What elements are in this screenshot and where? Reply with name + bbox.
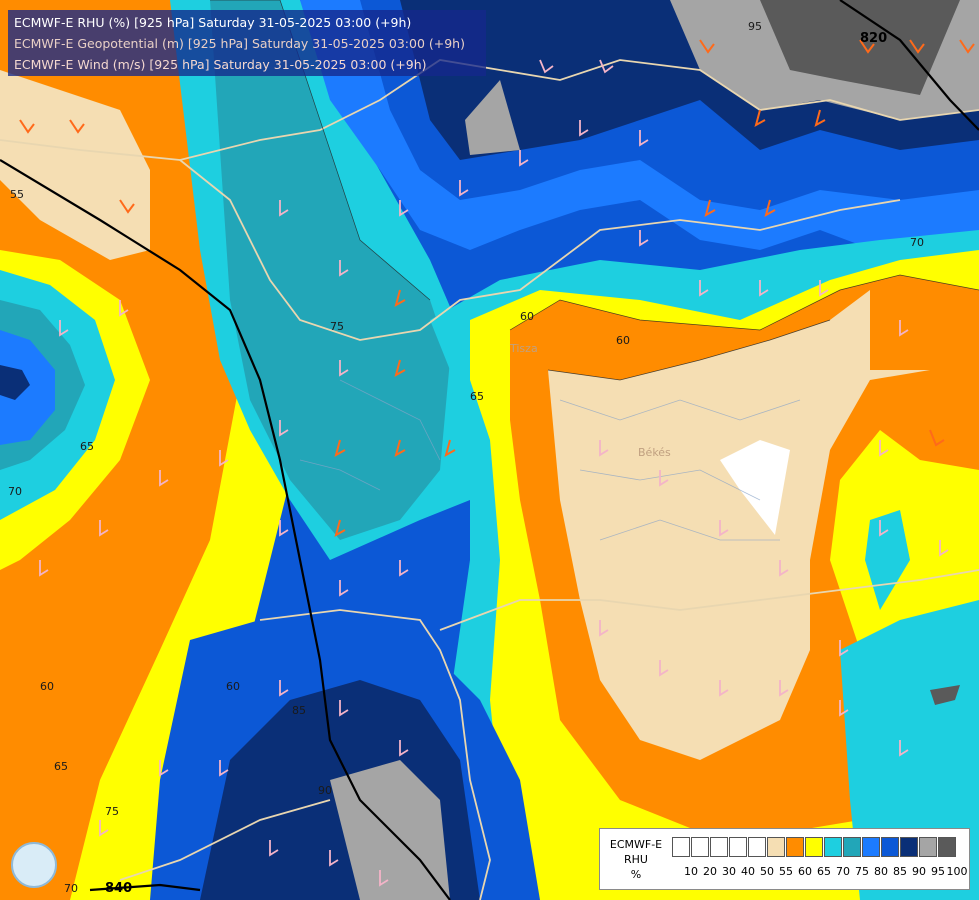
legend-tick: 65 [817, 865, 831, 878]
contour-label: 55 [10, 188, 24, 201]
city-label: Békés [638, 446, 671, 459]
legend-color-box [881, 837, 899, 857]
contour-label: 75 [105, 805, 119, 818]
legend-title-variable: RHU [624, 853, 648, 866]
map-title-panel: ECMWF-E RHU (%) [925 hPa] Saturday 31-05… [8, 10, 486, 76]
wind-barbs [39, 59, 949, 887]
legend-tick: 30 [722, 865, 736, 878]
title-geopotential: ECMWF-E Geopotential (m) [925 hPa] Satur… [14, 36, 465, 51]
legend-tick: 85 [893, 865, 907, 878]
rhu-band-100-small [930, 685, 960, 705]
contour-label: 60 [40, 680, 54, 693]
contour-label: 85 [292, 704, 306, 717]
legend-color-boxes [672, 837, 957, 857]
rhu-band-70-southeast [840, 600, 979, 900]
geopotential-label: 840 [105, 881, 132, 896]
legend-tick: 60 [798, 865, 812, 878]
contour-label: 70 [8, 485, 22, 498]
contour-label: 65 [54, 760, 68, 773]
contour-label: 90 [318, 784, 332, 797]
title-wind: ECMWF-E Wind (m/s) [925 hPa] Saturday 31… [14, 57, 427, 72]
legend-color-box [805, 837, 823, 857]
legend-tick: 100 [946, 865, 968, 878]
legend-color-box [938, 837, 956, 857]
contour-labels: 55 60 60 60 65 65 70 70 75 75 85 90 95 6… [8, 20, 924, 895]
rhu-band-55-northwest [0, 70, 150, 260]
ecmwf-logo-icon [11, 842, 57, 888]
legend-color-box [748, 837, 766, 857]
contour-label: 70 [910, 236, 924, 249]
river-label: Tisza [509, 342, 538, 355]
legend-tick: 20 [703, 865, 717, 878]
contour-label: 60 [520, 310, 534, 323]
legend-title: ECMWF-E RHU % [604, 837, 668, 882]
contour-label: 75 [330, 320, 344, 333]
rhu-band-100-north [760, 0, 960, 95]
rhu-band-55-east [548, 290, 930, 760]
contour-label: 60 [226, 680, 240, 693]
contour-label: 60 [616, 334, 630, 347]
legend-tick-labels: 10 20 30 40 50 55 60 65 70 75 80 85 90 95 100 [672, 865, 972, 879]
legend-color-box [710, 837, 728, 857]
legend-tick: 70 [836, 865, 850, 878]
legend-color-box [691, 837, 709, 857]
legend-color-box [767, 837, 785, 857]
legend-tick: 90 [912, 865, 926, 878]
legend-color-box [843, 837, 861, 857]
legend-tick: 55 [779, 865, 793, 878]
rhu-contours [210, 0, 979, 381]
legend-color-box [786, 837, 804, 857]
geopotential-label: 820 [860, 31, 887, 46]
contour-label: 70 [64, 882, 78, 895]
legend-tick: 40 [741, 865, 755, 878]
legend-color-box [729, 837, 747, 857]
legend-tick: 75 [855, 865, 869, 878]
legend-color-box [672, 837, 690, 857]
contour-label: 95 [748, 20, 762, 33]
legend-tick: 10 [684, 865, 698, 878]
rhu-band-50-east [720, 440, 790, 535]
contour-label: 65 [470, 390, 484, 403]
legend-color-box [919, 837, 937, 857]
rhu-band-95-small [465, 80, 520, 155]
legend-title-unit: % [630, 868, 642, 881]
legend-tick: 95 [931, 865, 945, 878]
region-borders [299, 379, 801, 541]
contour-label: 65 [80, 440, 94, 453]
geopotential-labels: 820 840 [105, 31, 887, 896]
legend-color-box [900, 837, 918, 857]
legend-color-box [862, 837, 880, 857]
strong-wind-barbs [19, 39, 975, 538]
rhu-band-90-blob [0, 365, 30, 400]
title-rhu: ECMWF-E RHU (%) [925 hPa] Saturday 31-05… [14, 15, 412, 30]
country-borders [0, 59, 979, 900]
legend-color-box [824, 837, 842, 857]
legend-tick: 80 [874, 865, 888, 878]
legend-tick: 50 [760, 865, 774, 878]
rhu-legend: ECMWF-E RHU % 10 20 30 40 50 55 60 65 70 75 80 85 90… [599, 828, 970, 890]
legend-title-model: ECMWF-E [609, 838, 663, 851]
